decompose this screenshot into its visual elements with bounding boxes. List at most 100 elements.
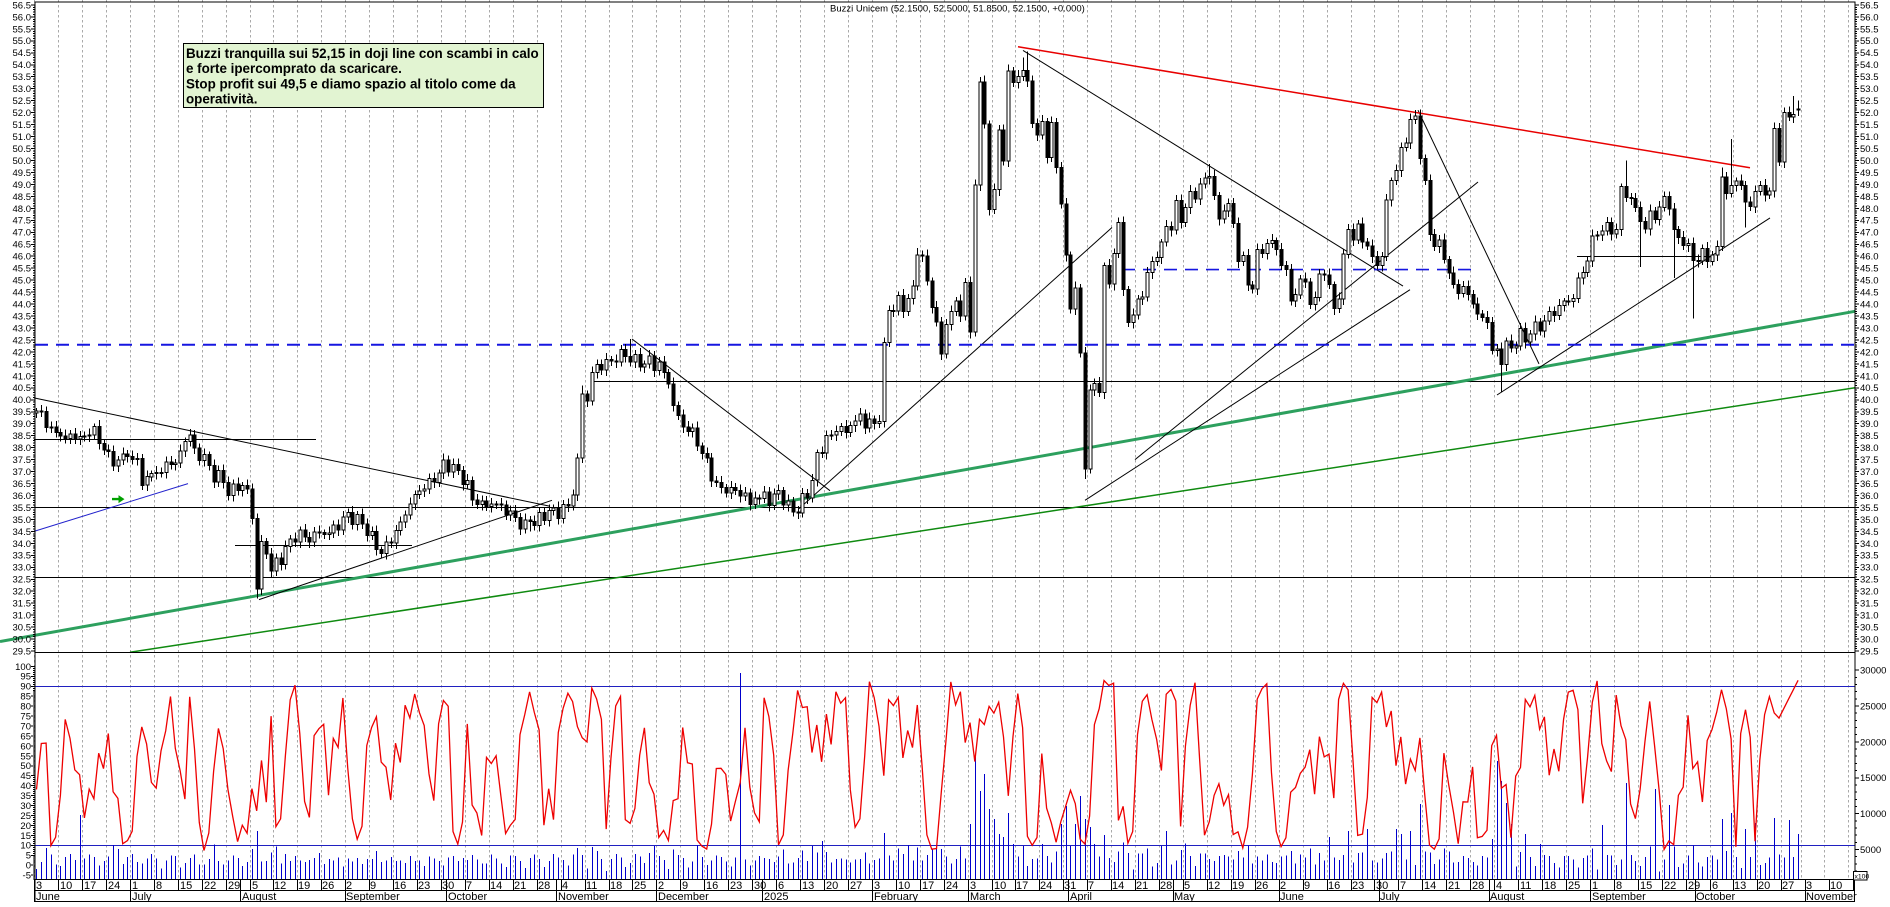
svg-text:September: September <box>1592 891 1646 902</box>
svg-text:44.0: 44.0 <box>13 300 32 311</box>
svg-text:56.0: 56.0 <box>1860 12 1879 23</box>
svg-text:41.0: 41.0 <box>1860 371 1879 382</box>
svg-text:41.5: 41.5 <box>1860 359 1879 370</box>
svg-text:33.0: 33.0 <box>1860 563 1879 574</box>
svg-text:55.5: 55.5 <box>13 24 32 35</box>
svg-text:17: 17 <box>1016 880 1028 892</box>
svg-text:20: 20 <box>1758 880 1770 892</box>
svg-text:8: 8 <box>156 880 162 892</box>
svg-text:14: 14 <box>1424 880 1436 892</box>
svg-text:21: 21 <box>1136 880 1148 892</box>
svg-text:operatività.: operatività. <box>186 92 257 107</box>
svg-text:53.5: 53.5 <box>13 72 32 83</box>
svg-text:30: 30 <box>20 801 31 812</box>
svg-text:38.0: 38.0 <box>13 443 32 454</box>
svg-text:2025: 2025 <box>764 891 788 902</box>
svg-text:27: 27 <box>1782 880 1794 892</box>
svg-text:24: 24 <box>108 880 120 892</box>
svg-text:43.5: 43.5 <box>1860 311 1879 322</box>
svg-text:19: 19 <box>298 880 310 892</box>
svg-text:54.0: 54.0 <box>13 60 32 71</box>
svg-text:3: 3 <box>36 880 42 892</box>
svg-text:July: July <box>132 891 152 902</box>
svg-text:22: 22 <box>204 880 216 892</box>
svg-text:33.0: 33.0 <box>13 563 32 574</box>
svg-text:3: 3 <box>970 880 976 892</box>
svg-text:2: 2 <box>346 880 352 892</box>
svg-text:41.0: 41.0 <box>13 371 32 382</box>
svg-text:56.5: 56.5 <box>1860 0 1879 11</box>
svg-text:September: September <box>346 891 400 902</box>
svg-text:60: 60 <box>20 741 31 752</box>
svg-text:34.0: 34.0 <box>1860 539 1879 550</box>
svg-text:46.5: 46.5 <box>1860 240 1879 251</box>
svg-text:65: 65 <box>20 731 31 742</box>
svg-text:Buzzi Unicem (52.1500, 52.5000: Buzzi Unicem (52.1500, 52.5000, 51.8500,… <box>830 4 1085 15</box>
svg-text:35.0: 35.0 <box>1860 515 1879 526</box>
svg-text:45: 45 <box>20 771 31 782</box>
svg-text:April: April <box>1070 891 1092 902</box>
svg-text:25000: 25000 <box>1860 701 1886 712</box>
svg-text:42.5: 42.5 <box>1860 335 1879 346</box>
svg-text:30: 30 <box>442 880 454 892</box>
svg-text:e forte ipercomprato da scaric: e forte ipercomprato da scaricare. <box>186 61 402 76</box>
svg-text:31: 31 <box>1064 880 1076 892</box>
svg-text:43.5: 43.5 <box>13 311 32 322</box>
svg-text:23: 23 <box>1352 880 1364 892</box>
svg-text:43.0: 43.0 <box>13 323 32 334</box>
svg-text:48.5: 48.5 <box>1860 192 1879 203</box>
svg-text:18: 18 <box>610 880 622 892</box>
svg-text:40: 40 <box>20 781 31 792</box>
svg-text:47.0: 47.0 <box>13 228 32 239</box>
svg-text:35: 35 <box>20 791 31 802</box>
svg-text:32.0: 32.0 <box>1860 587 1879 598</box>
svg-text:38.5: 38.5 <box>13 431 32 442</box>
svg-text:100: 100 <box>15 662 31 673</box>
svg-text:9: 9 <box>682 880 688 892</box>
svg-text:51.5: 51.5 <box>13 120 32 131</box>
svg-text:August: August <box>1490 891 1524 902</box>
svg-text:7: 7 <box>466 880 472 892</box>
svg-text:39.5: 39.5 <box>1860 407 1879 418</box>
svg-text:27: 27 <box>850 880 862 892</box>
svg-text:25: 25 <box>634 880 646 892</box>
svg-text:5: 5 <box>26 851 31 862</box>
svg-text:49.5: 49.5 <box>1860 168 1879 179</box>
svg-text:9: 9 <box>370 880 376 892</box>
svg-text:12: 12 <box>274 880 286 892</box>
svg-text:17: 17 <box>922 880 934 892</box>
svg-text:30: 30 <box>1376 880 1388 892</box>
svg-text:16: 16 <box>1328 880 1340 892</box>
svg-text:30.0: 30.0 <box>13 635 32 646</box>
svg-text:6: 6 <box>1712 880 1718 892</box>
svg-text:53.5: 53.5 <box>1860 72 1879 83</box>
svg-text:3: 3 <box>874 880 880 892</box>
svg-text:43.0: 43.0 <box>1860 323 1879 334</box>
svg-text:23: 23 <box>418 880 430 892</box>
svg-text:29: 29 <box>228 880 240 892</box>
svg-text:October: October <box>448 891 487 902</box>
svg-text:37.5: 37.5 <box>1860 455 1879 466</box>
svg-text:42.0: 42.0 <box>13 347 32 358</box>
svg-text:16: 16 <box>706 880 718 892</box>
svg-text:4: 4 <box>562 880 568 892</box>
svg-text:44.0: 44.0 <box>1860 300 1879 311</box>
svg-text:39.5: 39.5 <box>13 407 32 418</box>
svg-text:25: 25 <box>20 811 31 822</box>
svg-text:53.0: 53.0 <box>13 84 32 95</box>
svg-text:June: June <box>1280 891 1304 902</box>
svg-text:55.5: 55.5 <box>1860 24 1879 35</box>
svg-text:33.5: 33.5 <box>1860 551 1879 562</box>
svg-text:26: 26 <box>322 880 334 892</box>
svg-text:51.0: 51.0 <box>13 132 32 143</box>
svg-text:49.5: 49.5 <box>13 168 32 179</box>
svg-text:46.5: 46.5 <box>13 240 32 251</box>
svg-text:21: 21 <box>514 880 526 892</box>
svg-text:28: 28 <box>1472 880 1484 892</box>
svg-text:32.0: 32.0 <box>13 587 32 598</box>
svg-text:47.5: 47.5 <box>13 216 32 227</box>
svg-text:0: 0 <box>26 861 31 872</box>
svg-text:40.5: 40.5 <box>13 383 32 394</box>
svg-text:40.0: 40.0 <box>13 395 32 406</box>
svg-text:85: 85 <box>20 692 31 703</box>
